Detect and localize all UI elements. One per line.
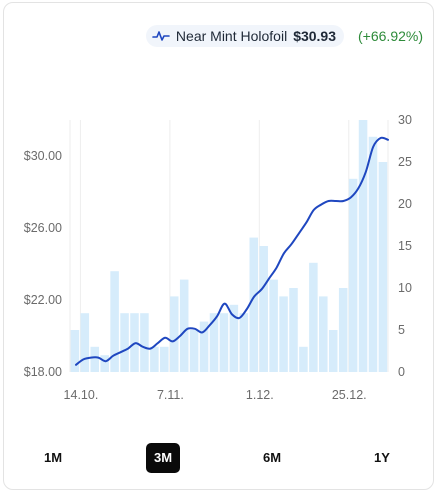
volume-bar	[110, 271, 119, 372]
volume-bar	[368, 136, 378, 372]
y-right-tick-label: 5	[398, 323, 405, 337]
y-left-tick-label: $22.00	[24, 293, 62, 307]
chart-legend: Near Mint Holofoil $30.93 (+66.92%)	[145, 24, 423, 48]
legend-label: Near Mint Holofoil	[175, 28, 288, 44]
volume-bar	[90, 346, 100, 372]
price-chart: $18.00 $22.00 $26.00 $30.00 0 5 10 15 20 25 30 14…	[24, 113, 412, 402]
y-left-tick-label: $30.00	[24, 149, 62, 163]
y-left-tick-label: $18.00	[24, 365, 62, 379]
volume-bar	[219, 313, 229, 372]
volume-bar	[249, 237, 259, 372]
y-right-tick-label: 10	[398, 281, 412, 295]
volume-bar	[328, 330, 338, 372]
y-axis-left: $18.00 $22.00 $26.00 $30.00	[24, 149, 62, 379]
volume-bar	[100, 355, 109, 372]
y-right-tick-label: 0	[398, 365, 405, 379]
volume-bar	[259, 246, 268, 372]
volume-bar	[289, 288, 298, 372]
range-button-1m[interactable]: 1M	[36, 443, 70, 473]
y-right-tick-label: 20	[398, 197, 412, 211]
volume-bar	[189, 330, 199, 372]
y-left-tick-label: $26.00	[24, 221, 62, 235]
x-tick-label: 1.12.	[246, 388, 274, 402]
volume-bar	[209, 313, 219, 372]
x-tick-label: 25.12.	[332, 388, 367, 402]
volume-bar	[80, 313, 90, 372]
y-right-tick-label: 25	[398, 155, 412, 169]
legend-pill[interactable]: Near Mint Holofoil $30.93	[145, 25, 345, 47]
volume-bar	[299, 346, 308, 372]
chart-grid	[69, 120, 389, 372]
volume-bar	[239, 313, 249, 372]
volume-bar	[70, 330, 80, 372]
x-tick-label: 7.11.	[157, 388, 184, 402]
x-axis: 14.10. 7.11. 1.12. 25.12.	[64, 388, 367, 402]
volume-bar	[140, 313, 149, 372]
range-button-3m[interactable]: 3M	[146, 443, 180, 473]
range-selector: 1M 3M 6M 1Y	[0, 443, 441, 473]
volume-bars	[70, 120, 388, 372]
volume-bar	[150, 346, 159, 372]
volume-bar	[358, 120, 368, 372]
volume-bar	[120, 313, 129, 372]
range-button-6m[interactable]: 6M	[255, 443, 289, 473]
volume-bar	[378, 162, 388, 372]
volume-bar	[199, 321, 209, 372]
y-right-tick-label: 15	[398, 239, 412, 253]
legend-change: (+66.92%)	[358, 28, 423, 44]
line-chart-icon	[152, 31, 170, 41]
y-right-tick-label: 30	[398, 113, 412, 127]
volume-bar	[279, 296, 288, 372]
price-line-group	[75, 136, 389, 366]
y-axis-right: 0 5 10 15 20 25 30	[398, 113, 412, 379]
volume-bar	[348, 178, 358, 372]
volume-bar	[309, 262, 318, 372]
volume-bar	[169, 296, 179, 372]
volume-bar	[229, 304, 239, 372]
legend-price: $30.93	[293, 28, 337, 44]
volume-bar	[160, 346, 169, 372]
volume-bar	[269, 279, 278, 372]
range-button-1y[interactable]: 1Y	[365, 443, 399, 473]
volume-bar	[179, 279, 189, 372]
volume-bar	[319, 296, 328, 372]
x-tick-label: 14.10.	[64, 388, 99, 402]
volume-bar	[338, 288, 348, 372]
